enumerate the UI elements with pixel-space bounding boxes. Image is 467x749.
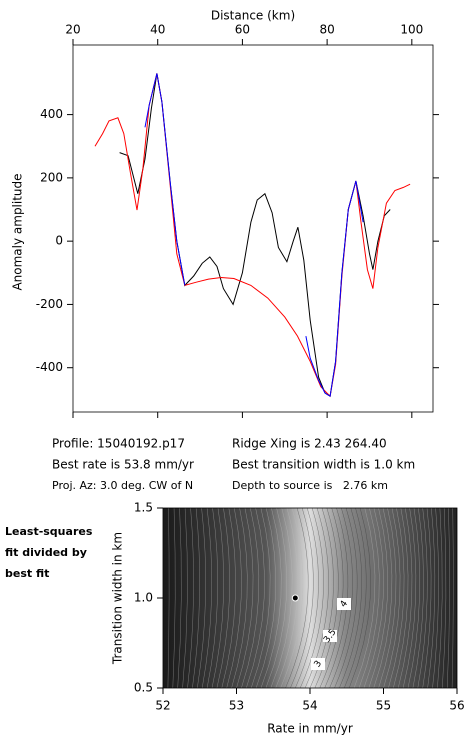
- contour-line: [383, 507, 401, 689]
- x-tick-label: 52: [155, 699, 170, 713]
- x-tick-label: 53: [229, 699, 244, 713]
- annotation: Best transition width is 1.0 km: [232, 458, 415, 472]
- contour-line: [334, 507, 358, 689]
- contour-line: [427, 507, 436, 689]
- contour-line: [398, 507, 413, 689]
- contour-line: [211, 507, 224, 689]
- contour-line: [197, 507, 206, 689]
- y-tick-label: -400: [36, 360, 63, 374]
- contour-line: [300, 507, 324, 689]
- contour-line: [373, 507, 393, 689]
- contour-label: 4: [339, 599, 351, 610]
- contour-line: [329, 507, 353, 689]
- contour-line: [407, 507, 420, 689]
- contour-line: [172, 507, 176, 689]
- x-tick-label: 60: [235, 23, 250, 37]
- contour-line: [251, 507, 271, 689]
- contour-line: [231, 507, 248, 689]
- contour-line: [451, 507, 454, 689]
- y-tick-label: 1.5: [134, 501, 153, 515]
- x-tick-label: 55: [376, 699, 391, 713]
- contour-line: [255, 507, 277, 689]
- contour-line: [177, 507, 182, 689]
- y-tick-label: 1.0: [134, 591, 153, 605]
- contour-line: [412, 507, 424, 689]
- contour-line: [290, 507, 314, 689]
- y-tick-label: 0.5: [134, 681, 153, 695]
- contour-line: [202, 507, 212, 689]
- side-label: Least-squares: [5, 525, 93, 538]
- contour-line: [378, 507, 397, 689]
- y-tick-label: -200: [36, 297, 63, 311]
- x-axis-label: Distance (km): [211, 9, 295, 23]
- contour-line: [358, 507, 380, 689]
- contour-line: [182, 507, 188, 689]
- contour-line: [368, 507, 389, 689]
- x-tick-label: 20: [65, 23, 80, 37]
- contour-label-box: [337, 598, 351, 610]
- contour-line: [349, 507, 371, 689]
- y-tick-label: 400: [40, 107, 63, 121]
- side-label: fit divided by: [5, 546, 87, 559]
- y-axis-label: Anomaly amplitude: [11, 173, 25, 290]
- y-tick-label: 0: [55, 234, 63, 248]
- annotation: Best rate is 53.8 mm/yr: [52, 458, 194, 472]
- contour-line: [422, 507, 432, 689]
- contour-line: [442, 507, 447, 689]
- contour-line: [187, 507, 194, 689]
- plot-frame: [72, 44, 434, 413]
- contour-line: [260, 507, 282, 689]
- contour-line: [393, 507, 409, 689]
- x-tick-label: 54: [302, 699, 317, 713]
- contour-label-box: [323, 630, 337, 642]
- side-label: best fit: [5, 567, 49, 580]
- contour-line: [402, 507, 417, 689]
- contour-line: [285, 507, 309, 689]
- data-line: [144, 73, 364, 398]
- contour-line: [280, 507, 304, 689]
- contour-line: [192, 507, 200, 689]
- misfit-field: [163, 508, 457, 688]
- contour-line: [206, 507, 218, 689]
- contour-line: [344, 507, 367, 689]
- data-line: [119, 73, 391, 398]
- contour-line: [432, 507, 439, 689]
- annotation: Ridge Xing is 2.43 264.40: [232, 437, 387, 451]
- contour-label: 3: [313, 659, 324, 669]
- contour-line: [246, 507, 265, 689]
- annotation: Proj. Az: 3.0 deg. CW of N: [52, 479, 193, 492]
- annotation: Profile: 15040192.p17: [52, 437, 185, 451]
- contour-line: [216, 507, 230, 689]
- contour-line: [295, 507, 319, 689]
- contour-line: [417, 507, 428, 689]
- x-axis-label: Rate in mm/yr: [267, 722, 353, 736]
- contour-line: [241, 507, 260, 689]
- x-tick-label: 100: [400, 23, 423, 37]
- contour-line: [167, 507, 170, 689]
- contour-line: [353, 507, 376, 689]
- contour-line: [363, 507, 384, 689]
- contour-line: [226, 507, 242, 689]
- y-axis-label: Transition width in km: [111, 532, 125, 665]
- x-tick-label: 40: [150, 23, 165, 37]
- contour-label-box: [311, 658, 325, 670]
- contour-line: [265, 507, 288, 689]
- x-tick-label: 80: [319, 23, 334, 37]
- contour-line: [236, 507, 254, 689]
- contour-line: [221, 507, 236, 689]
- contour-line: [388, 507, 405, 689]
- contour-line: [437, 507, 443, 689]
- contour-line: [339, 507, 362, 689]
- x-tick-label: 56: [449, 699, 464, 713]
- y-tick-label: 200: [40, 170, 63, 184]
- data-line: [94, 73, 411, 398]
- annotation: Depth to source is 2.76 km: [232, 479, 388, 492]
- best-fit-point: [291, 594, 299, 602]
- contour-line: [447, 507, 450, 689]
